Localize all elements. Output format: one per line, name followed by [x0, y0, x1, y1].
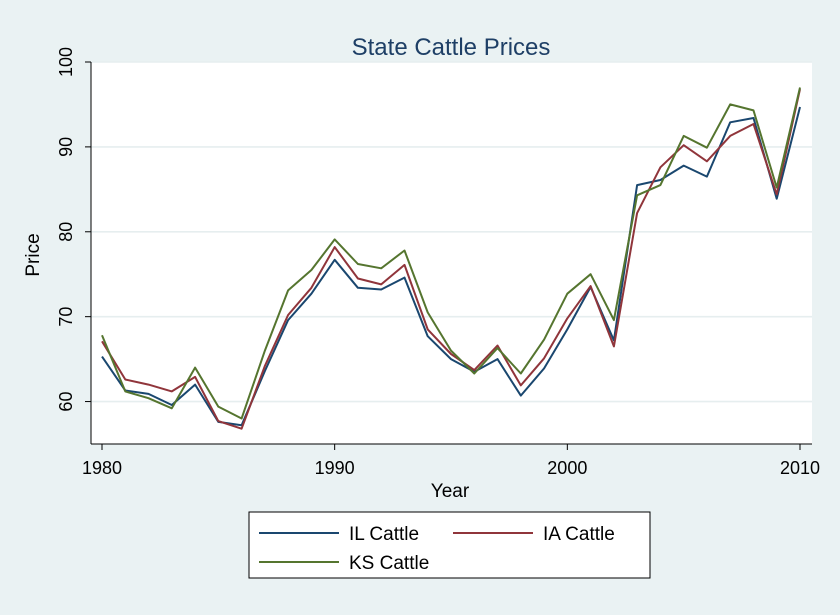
y-tick-label-70: 70 [56, 307, 76, 327]
y-tick-label-60: 60 [56, 392, 76, 412]
axes: 60 70 80 90 100 1980 1990 2000 2010 [56, 47, 820, 478]
x-axis-title: Year [431, 481, 470, 502]
x-tick-label-2010: 2010 [780, 458, 820, 478]
legend-label-ia-cattle: IA Cattle [543, 524, 615, 545]
legend-label-il-cattle: IL Cattle [349, 524, 419, 545]
series-line-ks-cattle [101, 87, 801, 420]
y-tick-label-100: 100 [56, 47, 76, 77]
chart-title: State Cattle Prices [352, 34, 551, 61]
x-tick-label-2000: 2000 [547, 458, 587, 478]
series-line-ia-cattle [101, 88, 801, 430]
x-tick-label-1990: 1990 [315, 458, 355, 478]
x-tick-label-1980: 1980 [82, 458, 122, 478]
y-tick-label-80: 80 [56, 222, 76, 242]
y-axis-title: Price [23, 233, 44, 276]
series-lines [101, 87, 801, 430]
y-tick-label-90: 90 [56, 137, 76, 157]
plot-area [91, 62, 812, 444]
grid [91, 61, 812, 403]
legend-box [248, 511, 651, 579]
legend-label-ks-cattle: KS Cattle [349, 553, 429, 574]
legend: IL Cattle IA Cattle KS Cattle [248, 511, 651, 579]
legend-items: IL Cattle IA Cattle KS Cattle [259, 524, 615, 574]
